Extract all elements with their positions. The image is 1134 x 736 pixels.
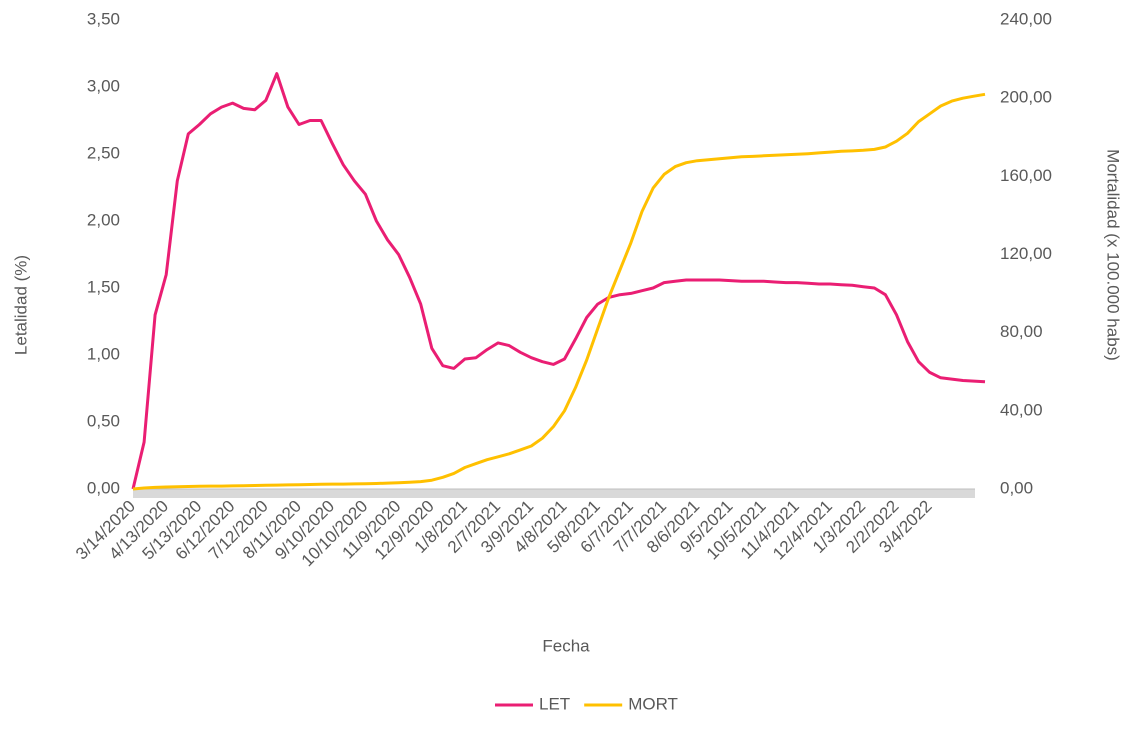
y2-tick-label: 240,00	[1000, 9, 1052, 28]
y2-tick-label: 0,00	[1000, 478, 1033, 497]
x-axis-title: Fecha	[542, 636, 590, 655]
y-tick-label: 1,00	[87, 344, 120, 363]
y2-axis-title: Mortalidad (x 100.000 habs)	[1104, 149, 1123, 361]
x-axis-ticks-band	[133, 489, 975, 498]
line-series	[131, 72, 986, 490]
y2-tick-label: 40,00	[1000, 400, 1043, 419]
y-tick-label: 2,50	[87, 143, 120, 162]
legend-label: LET	[539, 694, 570, 713]
y2-tick-label: 200,00	[1000, 88, 1052, 107]
y-tick-label: 0,00	[87, 478, 120, 497]
y-tick-label: 1,50	[87, 277, 120, 296]
y2-tick-label: 80,00	[1000, 322, 1043, 341]
y2-tick-label: 160,00	[1000, 166, 1052, 185]
y-tick-label: 0,50	[87, 411, 120, 430]
y2-tick-label: 120,00	[1000, 244, 1052, 263]
line-series	[132, 92, 986, 491]
y-tick-label: 3,00	[87, 76, 120, 95]
legend-label: MORT	[628, 694, 678, 713]
y-axis-title: Letalidad (%)	[11, 255, 30, 355]
y-tick-label: 2,00	[87, 210, 120, 229]
y-tick-label: 3,50	[87, 9, 120, 28]
